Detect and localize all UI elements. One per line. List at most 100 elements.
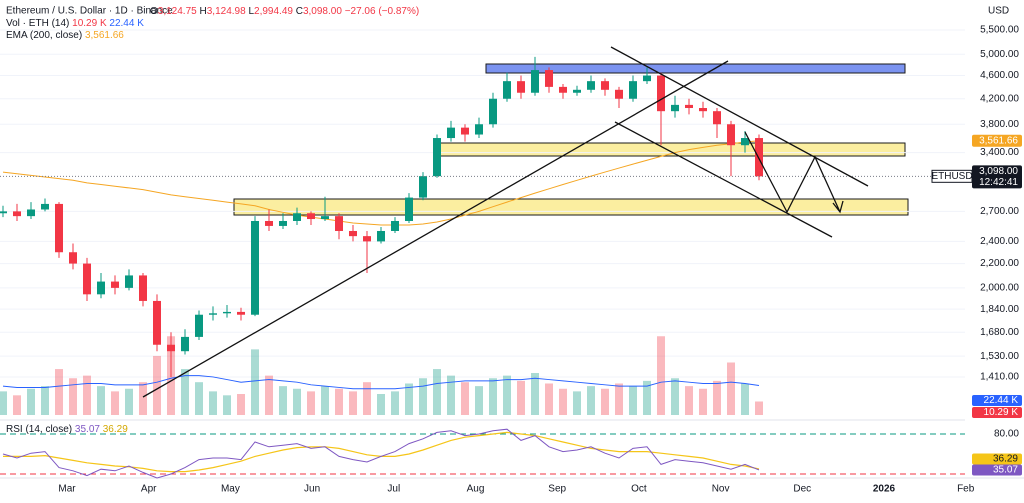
volume-bar: [433, 369, 441, 415]
candle-body: [755, 138, 763, 177]
change: −27.06 (−0.87%): [345, 6, 420, 17]
rsi-ma-badge-label: 36.29: [993, 454, 1018, 465]
title: Ethereum / U.S. Dollar · 1D · Binance: [6, 6, 173, 17]
volume-bar: [209, 391, 217, 415]
volume-bar: [503, 375, 511, 415]
volume-bar: [629, 386, 637, 415]
channel-top: [610, 46, 869, 187]
candle-body: [727, 124, 735, 146]
candle-body: [139, 275, 147, 301]
x-tick-label: May: [221, 484, 240, 495]
candle-body: [363, 236, 371, 242]
volume-bar: [83, 375, 91, 415]
ema-line: [2, 140, 760, 226]
ohlc-label: O: [150, 6, 158, 17]
candle-body: [195, 314, 203, 337]
currency: USD: [988, 6, 1009, 17]
volume-bar: [139, 382, 147, 415]
candle-body: [27, 209, 35, 217]
ohlc-value: 3,124.98: [207, 6, 246, 17]
volume-bar: [615, 383, 623, 415]
candle-body: [251, 220, 259, 315]
plot: 5,500.00 5,000.00 4,600.00 4,200.00 3,800.00…: [0, 25, 1022, 479]
price-badge: [972, 165, 1022, 189]
ohlc-label: H: [200, 6, 207, 17]
candle-body: [559, 86, 567, 93]
y-tick-label: 1,530.00: [980, 351, 1019, 362]
candle-body: [97, 281, 105, 295]
volume-bar: [349, 391, 357, 415]
volume-legend: Vol · ETH (14) 10.29 K 22.44 K: [6, 18, 144, 29]
x-tick-label: Sep: [548, 484, 566, 495]
candle-body: [41, 203, 49, 210]
volume-bar: [237, 394, 245, 415]
x-tick-label: Oct: [631, 484, 647, 495]
candle-body: [461, 127, 469, 135]
candle-body: [223, 311, 231, 314]
volume-bar: [573, 391, 581, 415]
candle-body: [83, 263, 91, 295]
volume-bar: [55, 369, 63, 415]
candle-body: [265, 220, 273, 226]
x-tick-label: 2026: [873, 484, 896, 495]
y-tick-label: 2,400.00: [980, 236, 1019, 247]
candle-body: [433, 138, 441, 177]
ohlc: O3,124.75 H3,124.98 L2,994.49 C3,098.00 …: [150, 6, 419, 17]
projection-arrow: [744, 131, 844, 214]
volume-bar: [531, 373, 539, 415]
candle-body: [615, 89, 623, 99]
candle-body: [573, 89, 581, 93]
volume-bar: [699, 388, 707, 415]
candle-body: [181, 336, 189, 352]
volume-bar: [587, 386, 595, 415]
candle-body: [13, 211, 21, 217]
ema-badge-label: 3,561.66: [979, 135, 1018, 146]
rsi-legend: RSI (14, close) 35.07 36.29: [6, 424, 128, 435]
candle-body: [153, 300, 161, 345]
candle-body: [741, 138, 749, 146]
candle-body: [545, 70, 553, 87]
volume-bar: [195, 382, 203, 415]
y-tick-label: 3,800.00: [980, 119, 1019, 130]
volume-bar: [419, 378, 427, 415]
volume-last: 10.29 K: [72, 18, 107, 29]
ohlc-label: L: [248, 6, 254, 17]
volume-bar: [545, 383, 553, 415]
rsi-badge: [972, 464, 1022, 476]
header: Ethereum / U.S. Dollar · 1D · Binance O3…: [6, 6, 1009, 435]
volume-bar: [153, 355, 161, 415]
volume-bar: [223, 395, 231, 415]
volume-bar: [279, 386, 287, 415]
volume-bar: [0, 391, 7, 415]
volume-bar: [27, 388, 35, 415]
rsi-badge-label: 35.07: [993, 465, 1018, 476]
volume-bar: [41, 386, 49, 415]
y-tick-label: 5,500.00: [980, 25, 1019, 36]
volume-bar: [475, 386, 483, 415]
candle-body: [307, 213, 315, 220]
volume-badge-label: 10.29 K: [984, 407, 1019, 418]
trendline: [142, 60, 729, 398]
ohlc-label: C: [296, 6, 303, 17]
ema-name: EMA (200, close): [6, 30, 82, 41]
rsi-line: [2, 428, 760, 479]
volume-bar: [13, 395, 21, 415]
ohlc-value: 2,994.49: [254, 6, 293, 17]
volume-bar: [335, 388, 343, 415]
candle-body: [601, 81, 609, 90]
volume-bar: [69, 378, 77, 415]
x-tick-label: Jun: [304, 484, 320, 495]
x-tick-label: Aug: [467, 484, 485, 495]
volume-bar: [461, 382, 469, 415]
candle-body: [293, 213, 301, 221]
rsi-ma-value: 36.29: [103, 424, 128, 435]
volume-ma: 22.44 K: [109, 18, 144, 29]
candle-body: [391, 220, 399, 231]
volume-bar: [265, 375, 273, 415]
candle-body: [405, 197, 413, 221]
volume-bar: [671, 378, 679, 415]
ema-badge: [972, 134, 1022, 147]
rsi-name: RSI (14, close): [6, 424, 72, 435]
candle-body: [587, 81, 595, 90]
